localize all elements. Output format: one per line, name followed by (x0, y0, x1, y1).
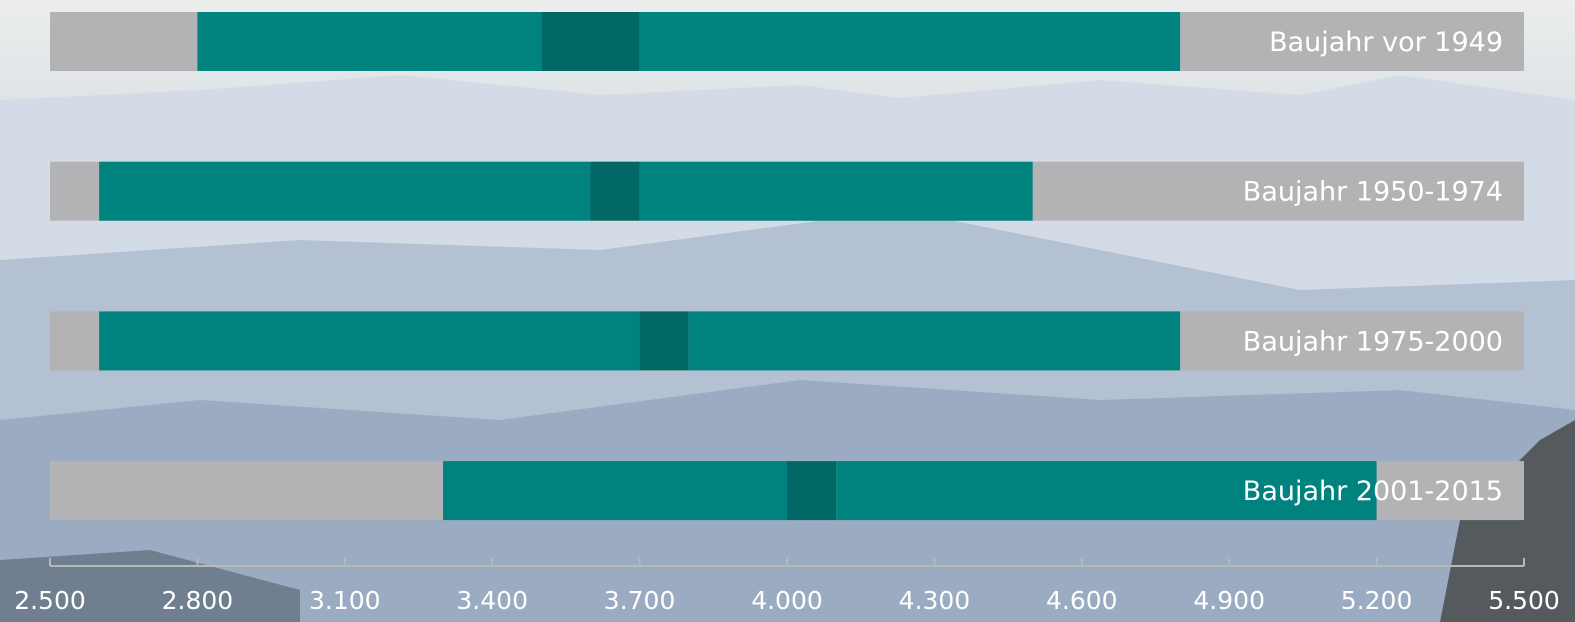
x-tick-label: 3.700 (604, 586, 676, 615)
x-tick-label: 2.500 (14, 586, 86, 615)
x-tick-label: 4.900 (1193, 586, 1265, 615)
x-tick-label: 2.800 (162, 586, 234, 615)
x-tick-label: 3.100 (309, 586, 381, 615)
median-bar (590, 161, 640, 221)
category-label: Baujahr 1975-2000 (1243, 326, 1503, 357)
median-bar (639, 311, 689, 371)
range-bar (836, 461, 1377, 521)
x-tick-label: 4.300 (899, 586, 971, 615)
median-bar (541, 12, 640, 71)
x-tick-label: 5.500 (1488, 586, 1560, 615)
category-label: Baujahr 1950-1974 (1243, 177, 1503, 208)
range-bar (639, 12, 1181, 71)
plot: Baujahr vor 1949 Baujahr 1950-1974 Baujahr… (14, 12, 1560, 615)
rock (1440, 420, 1575, 622)
range-bar (99, 311, 640, 371)
mountain (0, 550, 300, 622)
x-tick-label: 5.200 (1341, 586, 1413, 615)
range-bar (639, 161, 1033, 221)
x-tick-label: 4.600 (1046, 586, 1118, 615)
x-tick-label: 3.400 (456, 586, 528, 615)
range-bar (443, 461, 787, 521)
median-bar (787, 461, 837, 521)
x-tick-label: 4.000 (751, 586, 823, 615)
category-label: Baujahr vor 1949 (1269, 27, 1503, 58)
range-bar (688, 311, 1181, 371)
range-bar (197, 12, 542, 71)
category-label: Baujahr 2001-2015 (1243, 476, 1503, 507)
range-bar (99, 161, 591, 221)
